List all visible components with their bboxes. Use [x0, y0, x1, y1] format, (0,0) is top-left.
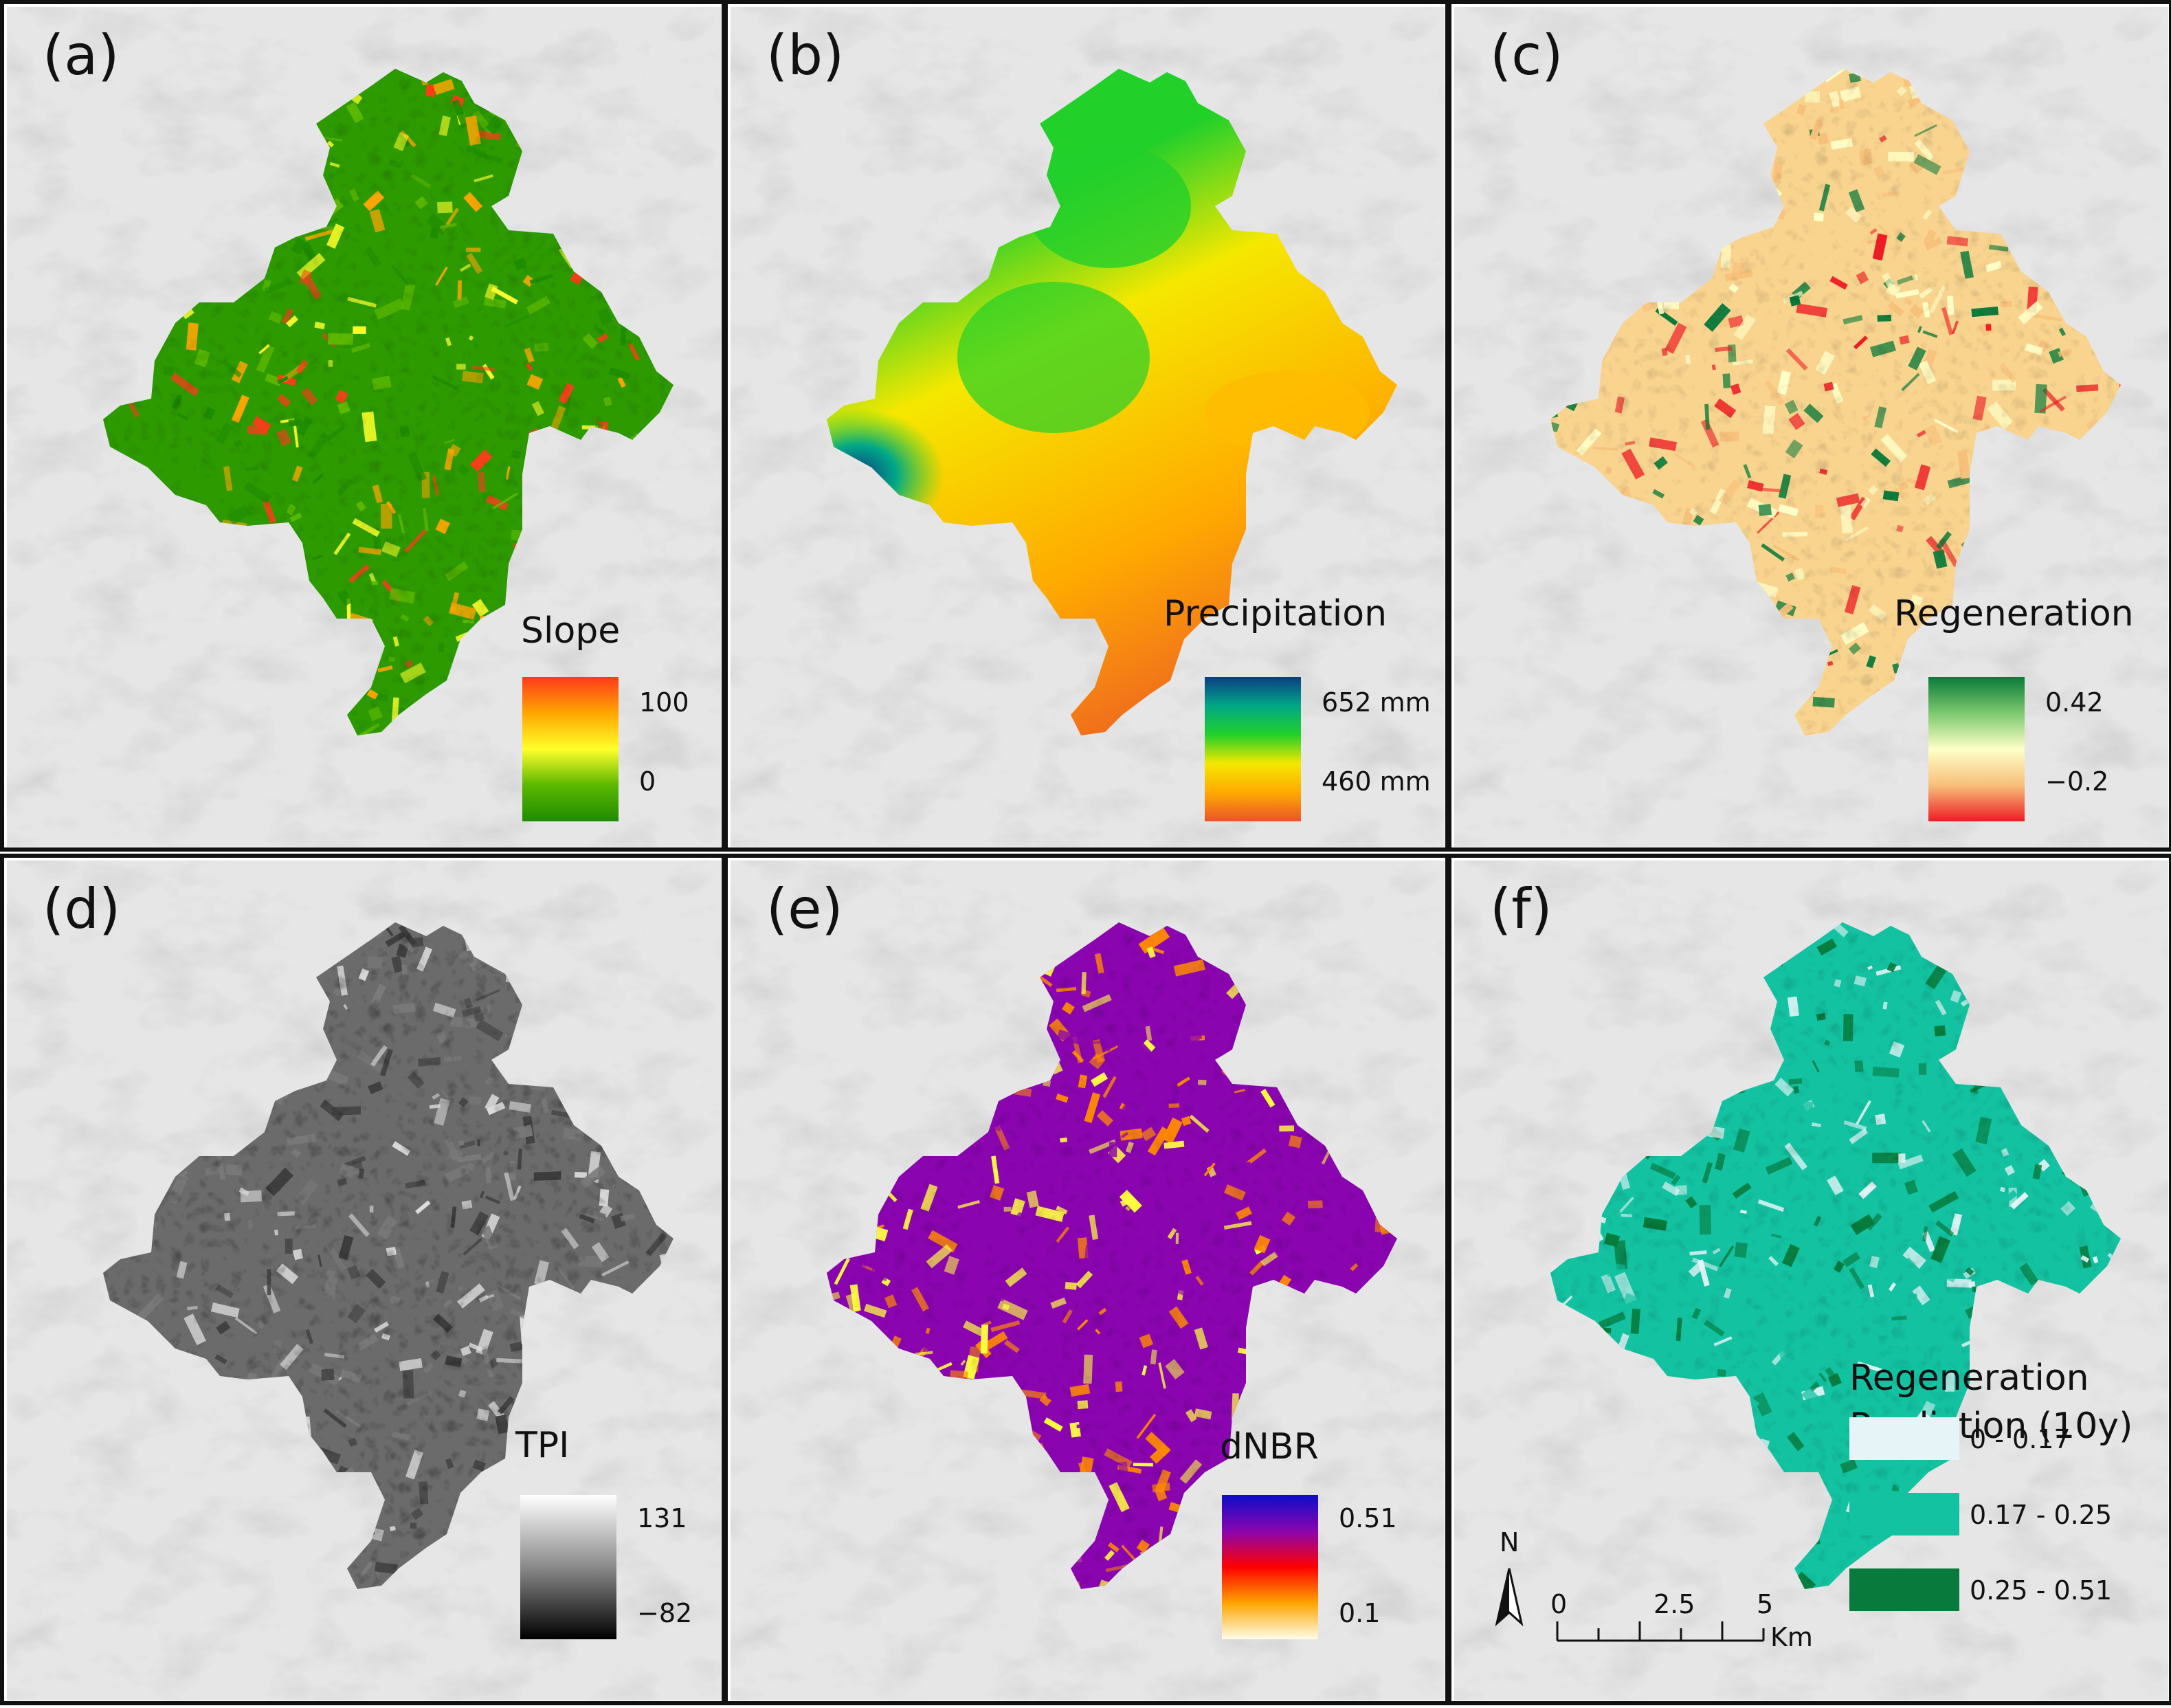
legend-color-ramp	[1205, 677, 1301, 821]
panel-a: (a) Slope 100 0	[0, 0, 726, 852]
legend-class-swatch	[1849, 1493, 1959, 1535]
legend-title: dNBR	[1220, 1426, 1319, 1467]
north-arrow-icon	[1495, 1568, 1524, 1627]
scale-unit: Km	[1770, 1622, 1813, 1652]
panel-label: (f)	[1490, 877, 1552, 941]
legend-tick-max: 0.42	[2045, 687, 2104, 718]
legend-tick-min: −0.2	[2045, 766, 2108, 797]
legend-class-swatch	[1849, 1568, 1959, 1611]
legend-title: Precipitation	[1164, 593, 1387, 634]
north-label: N	[1500, 1527, 1519, 1557]
legend-class-label: 0.25 - 0.51	[1970, 1575, 2112, 1606]
legend-title: Slope	[521, 610, 620, 652]
scale-tick: 2.5	[1654, 1589, 1695, 1619]
panel-b: (b) Precipitation 652 mm 460 mm	[724, 0, 1449, 852]
legend-color-ramp	[1222, 1495, 1318, 1639]
legend-tick-max: 652 mm	[1322, 687, 1431, 718]
legend-color-ramp	[520, 1495, 616, 1639]
panel-label: (e)	[766, 877, 843, 941]
panel-e: (e) dNBR 0.51 0.1	[724, 854, 1449, 1705]
scale-bar	[1556, 1621, 1765, 1642]
panel-d: (d) TPI 131 −82	[0, 854, 726, 1705]
panel-label: (a)	[43, 23, 119, 87]
scale-tick: 5	[1757, 1589, 1773, 1619]
legend-tick-min: −82	[637, 1598, 692, 1628]
legend-tick-min: 0	[639, 766, 656, 797]
legend-tick-max: 131	[637, 1503, 687, 1533]
legend-tick-max: 100	[639, 687, 689, 718]
legend-color-ramp	[522, 677, 619, 821]
scale-tick: 0	[1550, 1589, 1567, 1619]
legend-title: Regeneration	[1894, 593, 2134, 634]
legend-tick-min: 460 mm	[1322, 766, 1431, 797]
legend-class-label: 0.17 - 0.25	[1970, 1500, 2112, 1530]
legend-title-line: Regeneration	[1849, 1357, 2089, 1399]
panel-label: (c)	[1490, 23, 1563, 87]
panel-frame	[1447, 854, 2171, 1705]
legend-tick-min: 0.1	[1339, 1598, 1380, 1628]
legend-title: TPI	[515, 1425, 569, 1466]
legend-tick-max: 0.51	[1339, 1503, 1397, 1533]
panel-c: (c) Regeneration 0.42 −0.2	[1447, 0, 2171, 852]
legend-class-swatch	[1849, 1417, 1959, 1460]
legend-class-label: 0 - 0.17	[1970, 1424, 2071, 1454]
panel-frame	[1447, 0, 2171, 852]
panel-label: (d)	[43, 877, 120, 941]
panel-label: (b)	[766, 23, 844, 87]
legend-color-ramp	[1928, 677, 2025, 821]
